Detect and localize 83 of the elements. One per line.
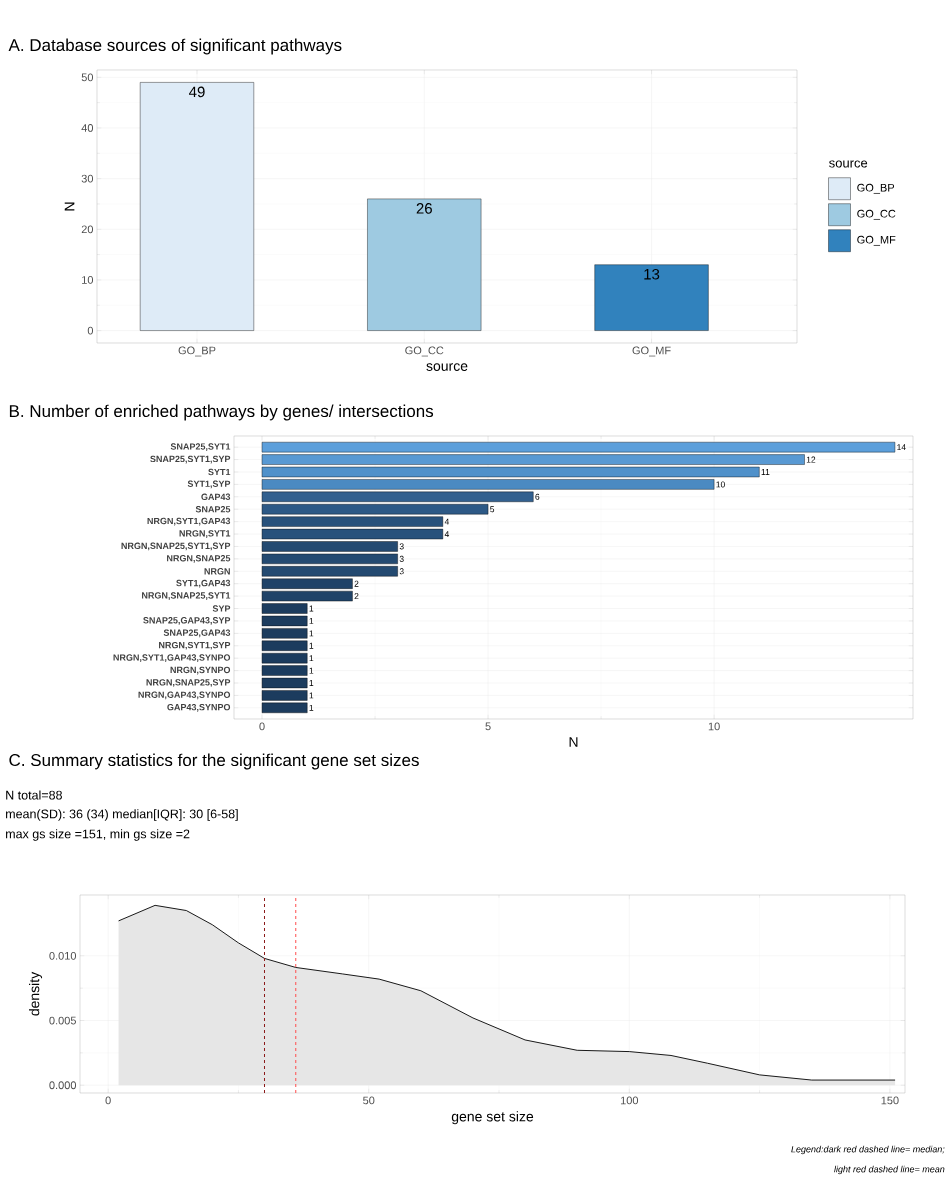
data-label: 1: [309, 692, 314, 699]
data-label: 1: [309, 605, 314, 612]
y-tick-label: NRGN: [204, 568, 230, 575]
y-tick-label: SNAP25: [195, 506, 231, 513]
data-label: 1: [309, 704, 314, 711]
data-label: 3: [399, 555, 404, 562]
text: N total=88: [6, 790, 62, 800]
y-tick-label: NRGN,SNAP25: [167, 555, 231, 563]
data-label: 1: [309, 642, 314, 649]
y-tick-label: SNAP25,SYT1: [170, 443, 231, 452]
y-tick-label: 0.000: [49, 1081, 77, 1090]
text: light red dashed line= mean: [834, 1165, 945, 1175]
data-label: 3: [399, 568, 404, 575]
x-tick-label: GO_CC: [405, 346, 444, 357]
x-tick-label: GO_MF: [632, 346, 671, 357]
y-tick-label: SNAP25,GAP43,SYP: [143, 617, 231, 625]
data-label: 26: [416, 203, 432, 214]
data-label: 1: [309, 618, 314, 624]
y-tick-label: GAP43,SYNPO: [167, 703, 231, 712]
x-tick-label: 10: [708, 722, 720, 731]
y-tick-label: SYT1,SYP: [187, 480, 231, 489]
data-label: 1: [309, 667, 314, 674]
y-tick-label: 30: [81, 174, 94, 183]
y-axis-title: N: [64, 202, 75, 211]
y-tick-label: 10: [82, 276, 94, 284]
text: mean(SD): 36 (34) median[IQR]: 30 [6-58]: [6, 809, 238, 821]
data-label: 12: [806, 456, 816, 463]
x-tick-label: 100: [620, 1096, 639, 1105]
data-label: 1: [309, 680, 314, 686]
y-tick-label: 0.010: [49, 951, 77, 960]
text: Legend:dark red dashed line= median;: [791, 1145, 945, 1155]
data-label: 1: [309, 655, 314, 662]
y-tick-label: 40: [81, 124, 94, 132]
data-label: 10: [716, 481, 725, 488]
y-tick-label: SYT1,GAP43: [176, 579, 231, 588]
data-label: 2: [354, 580, 359, 587]
text: max gs size =151, min gs size =2: [6, 829, 190, 841]
x-axis-title: N: [569, 737, 578, 747]
chart-title: A. Database sources of significant pathways: [8, 38, 342, 55]
data-label: 4: [444, 531, 450, 537]
data-label: 3: [399, 543, 404, 550]
x-tick-label: 50: [363, 1096, 375, 1105]
chart-title: C. Summary statistics for the significant gene set sizes: [9, 753, 419, 770]
y-tick-label: 20: [81, 225, 94, 234]
data-label: 14: [897, 444, 906, 451]
y-tick-label: 50: [81, 73, 94, 82]
y-tick-label: SNAP25,GAP43: [163, 629, 231, 638]
y-tick-label: NRGN,GAP43,SYNPO: [138, 691, 231, 700]
data-label: 49: [189, 86, 205, 98]
data-label: 5: [490, 506, 495, 513]
y-tick-label: NRGN,SNAP25,SYT1: [142, 592, 231, 600]
x-tick-label: 0: [259, 722, 265, 731]
x-axis-title: source: [426, 363, 468, 371]
legend-title: source: [829, 160, 868, 168]
y-tick-label: SYT1: [208, 468, 231, 476]
y-tick-label: 0: [87, 326, 94, 335]
y-tick-label: 0.005: [49, 1016, 76, 1025]
x-axis-title: gene set size: [451, 1111, 534, 1125]
x-tick-label: 150: [881, 1096, 899, 1105]
chart-title: B. Number of enriched pathways by genes/ intersections: [9, 404, 434, 421]
legend-label: GO_BP: [857, 183, 895, 194]
y-tick-label: NRGN,SYT1,GAP43: [147, 517, 231, 526]
y-axis-title: density: [29, 971, 43, 1016]
y-tick-label: NRGN,SYT1: [179, 530, 231, 538]
data-label: 11: [761, 469, 770, 475]
y-tick-label: NRGN,SYNPO: [170, 666, 231, 675]
legend-label: GO_MF: [857, 235, 896, 246]
y-tick-label: NRGN,SYT1,SYP: [159, 641, 231, 650]
y-tick-label: SNAP25,SYT1,SYP: [150, 455, 231, 464]
data-label: 1: [309, 630, 314, 637]
y-tick-label: NRGN,SNAP25,SYP: [146, 679, 231, 687]
legend-label: GO_CC: [857, 209, 896, 220]
y-tick-label: NRGN,SNAP25,SYT1,SYP: [121, 542, 231, 551]
x-tick-label: 5: [485, 722, 491, 731]
y-tick-label: GAP43: [201, 493, 231, 500]
x-tick-label: GO_BP: [178, 346, 216, 357]
data-label: 6: [535, 493, 540, 500]
data-label: 4: [444, 518, 450, 525]
y-tick-label: NRGN,SYT1,GAP43,SYNPO: [113, 654, 231, 663]
data-label: 2: [354, 593, 359, 600]
x-tick-label: 0: [105, 1096, 111, 1105]
y-tick-label: SYP: [212, 605, 231, 612]
data-label: 13: [644, 268, 660, 280]
